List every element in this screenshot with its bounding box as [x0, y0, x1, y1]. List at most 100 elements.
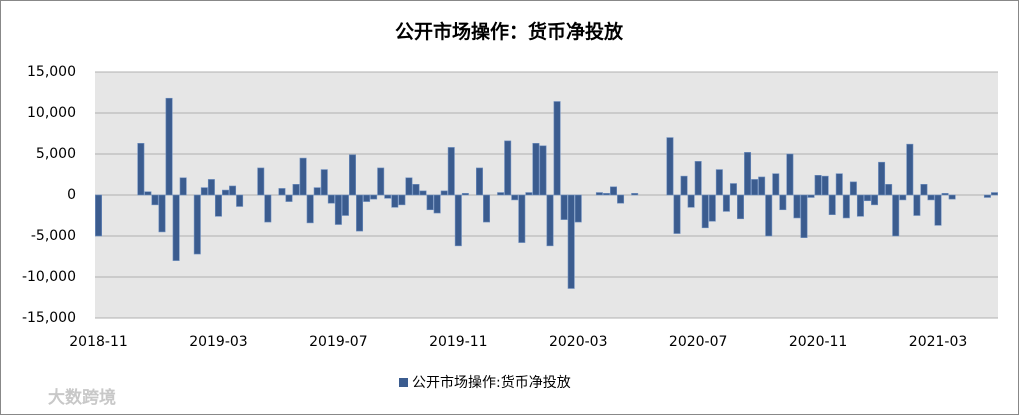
bar [236, 194, 244, 207]
bar [574, 194, 582, 223]
bar [165, 97, 173, 196]
bar [666, 137, 674, 196]
bar [715, 169, 723, 196]
bar [835, 173, 843, 196]
bar [539, 145, 547, 196]
bar [842, 194, 850, 219]
bar [765, 194, 773, 237]
bar [264, 194, 272, 223]
bar [447, 147, 455, 196]
bar [257, 167, 265, 196]
legend-swatch [399, 378, 408, 387]
bar [327, 194, 335, 204]
y-tick-label: 0 [67, 187, 76, 203]
bar [906, 143, 914, 196]
bar [285, 194, 293, 202]
bar [137, 143, 145, 196]
bar [518, 194, 526, 243]
bar [158, 194, 166, 233]
bar [546, 194, 554, 247]
y-tick-label: 5,000 [36, 146, 76, 162]
bar [934, 194, 942, 226]
bar [687, 194, 695, 208]
bar [828, 194, 836, 215]
bar [525, 192, 533, 196]
bar [95, 194, 103, 237]
watermark: 大数跨境 [48, 387, 116, 408]
bar [511, 194, 519, 201]
y-tick-label: -15,000 [22, 310, 76, 326]
bar [708, 194, 716, 222]
bar [278, 188, 286, 196]
bar [793, 194, 801, 219]
bar [433, 194, 441, 214]
bar [214, 194, 222, 217]
x-tick-label: 2020-11 [789, 334, 848, 350]
bar [941, 193, 949, 196]
x-tick-label: 2020-07 [669, 334, 728, 350]
bar [856, 194, 864, 217]
bar [222, 189, 229, 196]
bar [461, 193, 469, 196]
y-tick-label: -5,000 [31, 228, 76, 244]
x-tick-label: 2020-03 [549, 334, 608, 350]
bar [631, 193, 639, 196]
bar [384, 194, 392, 199]
bar [694, 161, 702, 196]
bar [440, 190, 448, 196]
bar [341, 194, 349, 216]
bar [229, 185, 237, 196]
bar [758, 176, 766, 196]
bar [370, 194, 378, 200]
bar [779, 194, 787, 211]
bar [729, 183, 737, 196]
bar [722, 194, 730, 212]
bar [807, 194, 815, 198]
bar [363, 194, 371, 202]
legend-label: 公开市场操作:货币净投放 [412, 374, 571, 391]
bar [476, 167, 483, 196]
bar [405, 177, 413, 196]
bar [673, 194, 681, 234]
bar [426, 194, 434, 211]
bar [179, 177, 187, 196]
bar [504, 140, 512, 196]
bar [744, 152, 752, 196]
bar [207, 179, 215, 196]
bar [983, 194, 991, 198]
bar [871, 194, 879, 206]
bar [334, 194, 342, 225]
bar [899, 194, 907, 201]
bar [193, 194, 201, 255]
bar [419, 190, 427, 196]
y-tick-label: 10,000 [27, 105, 76, 121]
bar [885, 184, 893, 196]
bar [814, 175, 822, 196]
bar [864, 194, 871, 202]
bar [172, 194, 180, 261]
chart-title: 公开市场操作：货币净投放 [395, 20, 624, 43]
bar [144, 191, 152, 196]
bar [377, 167, 385, 196]
x-tick-label: 2019-07 [309, 334, 368, 350]
bar [560, 194, 568, 220]
bar [849, 181, 857, 196]
bar [292, 184, 300, 196]
bar [617, 194, 625, 204]
bar [772, 173, 780, 196]
bar [532, 143, 540, 196]
bar [800, 194, 808, 238]
x-tick-label: 2018-11 [69, 334, 128, 350]
bar [200, 187, 208, 196]
x-tick-label: 2021-03 [909, 334, 968, 350]
bar [356, 194, 364, 232]
bar [398, 194, 406, 206]
bar [306, 194, 314, 224]
bar [567, 194, 575, 289]
bar [391, 194, 399, 208]
bar [821, 175, 829, 196]
bar [497, 192, 505, 196]
bar [595, 192, 603, 196]
bar [878, 161, 886, 196]
